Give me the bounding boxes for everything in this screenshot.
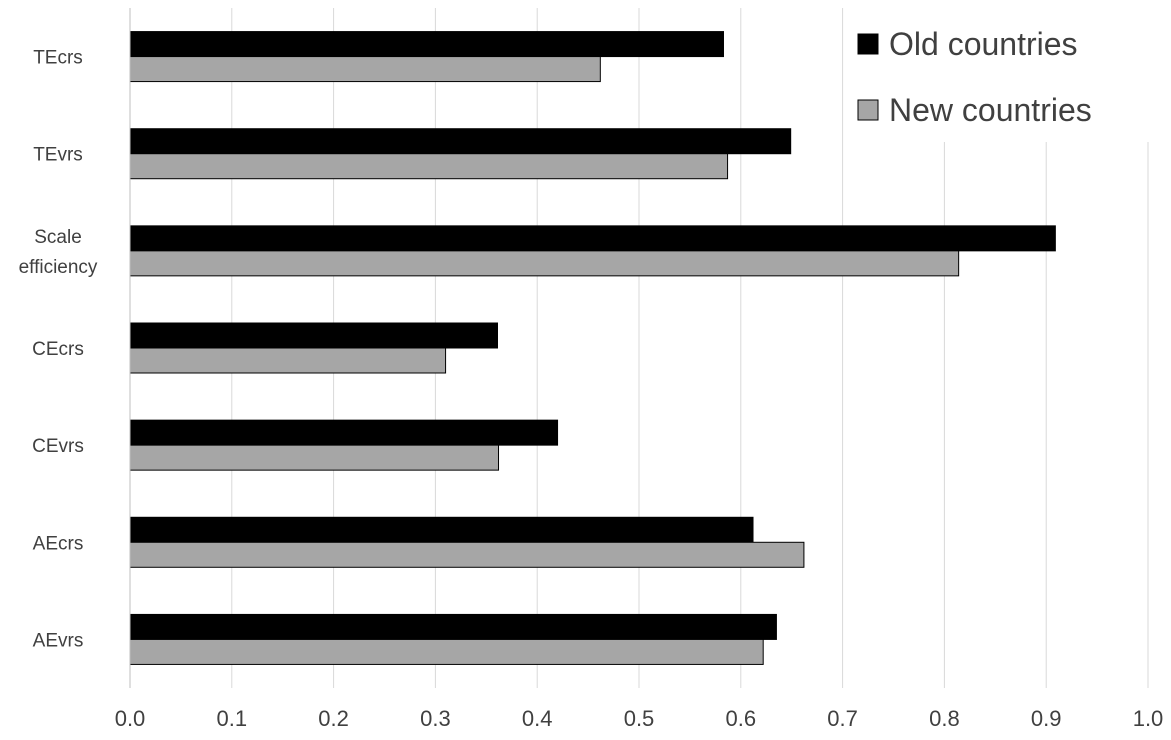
category-label: efficiency [19, 257, 98, 278]
x-tick-label: 0.8 [929, 706, 960, 731]
category-label: CEvrs [32, 436, 84, 457]
x-tick-label: 0.2 [318, 706, 349, 731]
gridlines [231, 8, 1149, 688]
category-label: AEvrs [33, 630, 84, 651]
bars [129, 31, 1056, 665]
x-tick-label: 0.4 [522, 706, 553, 731]
bar [129, 225, 1056, 252]
legend-label: New countries [889, 92, 1092, 128]
bar [129, 56, 601, 83]
legend-background [848, 8, 1158, 142]
category-label: TEcrs [33, 48, 83, 69]
bar [129, 444, 500, 471]
x-tick-label: 0.0 [115, 706, 146, 731]
x-tick-label: 0.1 [217, 706, 248, 731]
bar [129, 31, 724, 58]
x-tick-label: 0.5 [624, 706, 655, 731]
bar [129, 250, 960, 277]
bar [129, 516, 754, 543]
bar [129, 613, 777, 640]
category-label: Scale [34, 227, 82, 248]
category-labels: TEcrs TEvrs Scale efficiency CEcrs CEvrs AEcrs… [19, 48, 98, 652]
bar [129, 638, 764, 665]
legend-label: Old countries [889, 26, 1078, 62]
category-label: CEcrs [32, 339, 84, 360]
x-tick-label: 0.7 [827, 706, 858, 731]
bar [129, 128, 792, 155]
bar [129, 419, 559, 446]
legend-swatch [857, 99, 879, 121]
legend: Old countries New countries [848, 8, 1158, 142]
bar [129, 322, 498, 349]
bar [129, 153, 729, 180]
x-tick-label: 0.3 [420, 706, 451, 731]
legend-swatch [857, 33, 879, 55]
bar [129, 541, 805, 568]
x-tick-label: 1.0 [1133, 706, 1164, 731]
x-tick-label: 0.9 [1031, 706, 1062, 731]
bar [129, 347, 447, 374]
category-label: TEvrs [33, 145, 83, 166]
x-tick-labels: 0.0 0.1 0.2 0.3 0.4 0.5 0.6 0.7 0.8 0.9 1.0 [115, 706, 1164, 731]
category-label: AEcrs [33, 533, 84, 554]
x-tick-label: 0.6 [726, 706, 757, 731]
